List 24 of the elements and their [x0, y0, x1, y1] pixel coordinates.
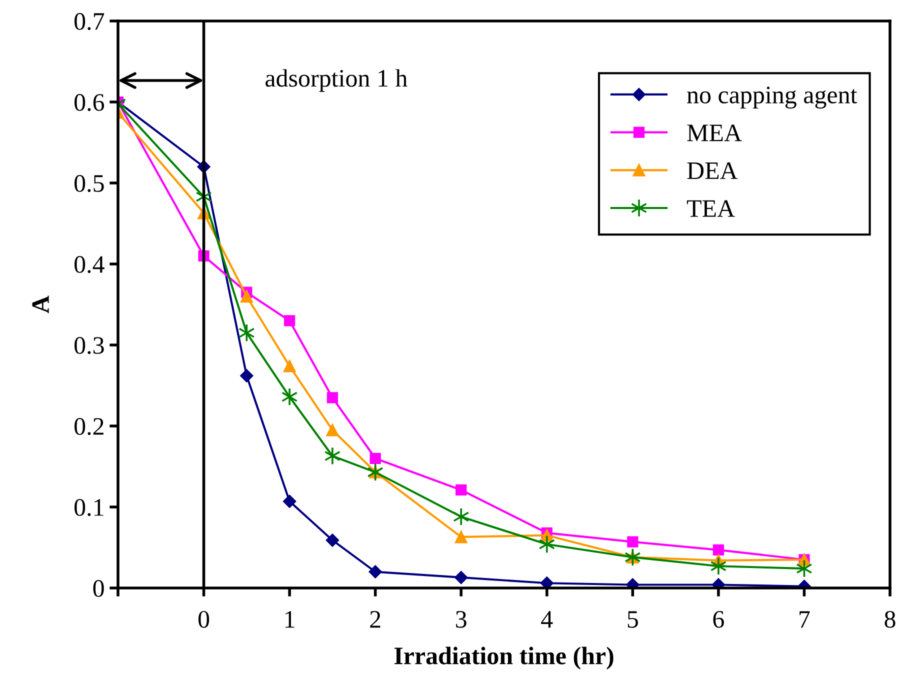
- x-tick-label: 8: [884, 610, 896, 628]
- legend-label: TEA: [686, 200, 735, 217]
- x-tick-label: 2: [370, 611, 380, 628]
- x-tick-label: 3: [456, 611, 466, 628]
- legend-label: MEA: [687, 124, 742, 142]
- x-tick-label: 6: [713, 611, 724, 628]
- x-tick-label: 7: [800, 611, 810, 628]
- y-axis-title: A: [32, 296, 49, 314]
- y-tick-label: 0.4: [74, 256, 104, 274]
- legend-label: no capping agent: [687, 86, 858, 109]
- y-tick-label: 0.1: [74, 499, 104, 516]
- x-axis-title: Irradiation time (hr): [394, 646, 614, 670]
- y-tick-label: 0.2: [74, 418, 104, 436]
- x-tick-label: 4: [541, 611, 553, 628]
- x-tick-label: 5: [628, 611, 638, 628]
- legend-label: DEA: [687, 162, 738, 179]
- y-tick-label: 0.6: [74, 94, 104, 112]
- annotation: adsorption 1 h: [266, 69, 408, 92]
- x-tick-label: 0: [198, 610, 210, 628]
- y-tick-label: 0.7: [74, 13, 104, 30]
- y-tick-label: 0.5: [74, 175, 104, 192]
- y-tick-label: 0.3: [74, 337, 104, 354]
- y-tick-label: 0: [93, 580, 104, 597]
- x-tick-label: 1: [286, 611, 294, 628]
